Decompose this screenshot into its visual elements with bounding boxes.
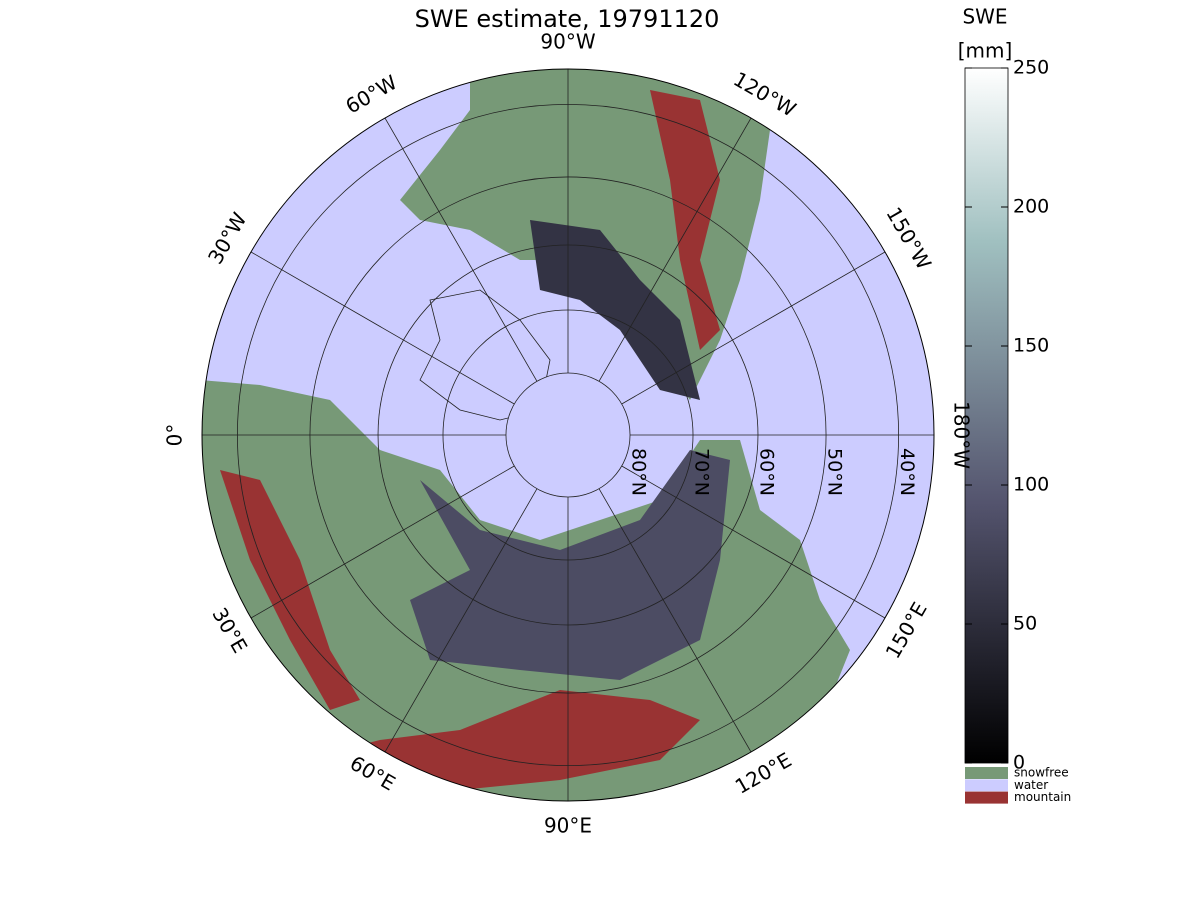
meridian — [384, 488, 538, 753]
colorbar — [964, 67, 1009, 764]
graticule — [202, 69, 934, 801]
colorbar-tick-label: 100 — [1013, 474, 1049, 496]
legend-label: snowfree — [1014, 766, 1069, 780]
snow-cover — [410, 450, 730, 680]
latitude-label: 40°N — [896, 448, 918, 496]
meridian — [598, 488, 752, 753]
colorbar-tick-label: 250 — [1013, 57, 1049, 79]
longitude-label: 0° — [163, 424, 187, 447]
mountain-region — [650, 90, 720, 350]
longitude-label: 60°W — [341, 70, 401, 119]
mountain-region — [220, 470, 360, 710]
colorbar-unit: [mm] — [958, 39, 1013, 63]
longitude-label: 90°W — [540, 30, 595, 54]
meridian — [250, 465, 515, 619]
longitude-label: 30°W — [203, 208, 252, 268]
latitude-label: 60°N — [755, 448, 777, 496]
map-border — [201, 68, 935, 802]
longitude-label: 60°E — [346, 751, 400, 796]
meridian — [384, 117, 538, 382]
colorbar-label: SWE — [962, 5, 1007, 29]
longitude-label: 180°W — [950, 401, 974, 469]
meridian — [621, 251, 886, 405]
colorbar-tick-label: 150 — [1013, 335, 1049, 357]
meridian — [250, 251, 515, 405]
legend-label: mountain — [1014, 790, 1071, 804]
colorbar-tick-label: 200 — [1013, 196, 1049, 218]
colorbar-tick-label: 0 — [1013, 752, 1025, 774]
legend-swatch — [965, 791, 1008, 804]
longitude-label: 90°E — [544, 814, 592, 838]
colorbar-tick-label: 50 — [1013, 613, 1037, 635]
legend-swatch — [965, 779, 1008, 792]
meridian — [621, 465, 886, 619]
legend-label: water — [1014, 778, 1048, 792]
longitude-label: 30°E — [207, 603, 252, 657]
meridian — [598, 117, 752, 382]
map-title: SWE estimate, 19791120 — [415, 5, 720, 33]
pole-gap — [506, 373, 630, 497]
latitude-label: 70°N — [691, 448, 713, 496]
latitude-label: 80°N — [628, 448, 650, 496]
snow-cover-na — [530, 220, 700, 400]
legend-swatch — [965, 767, 1008, 779]
latitude-label: 50°N — [824, 448, 846, 496]
